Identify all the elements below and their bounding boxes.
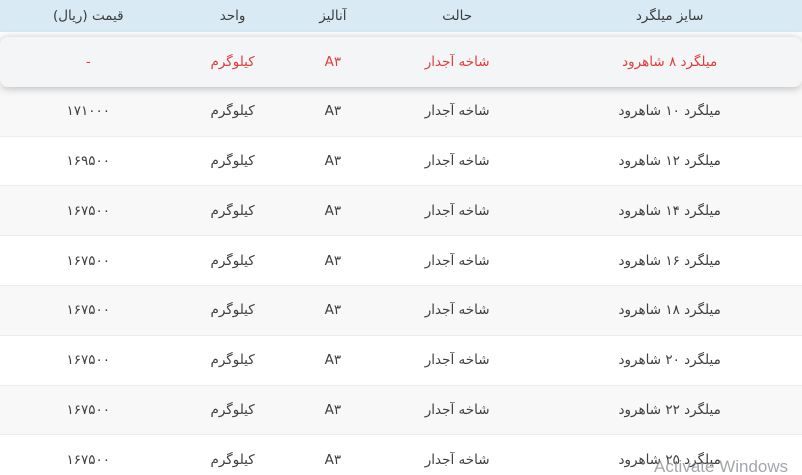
cell-state: شاخه آجدار — [424, 352, 490, 369]
cell-analysis: A۳ — [289, 253, 377, 269]
cell-unit: کیلوگرم — [210, 401, 255, 418]
cell-state: شاخه آجدار — [424, 302, 490, 319]
analysis-grade-label: A۳ — [324, 302, 342, 319]
table-row[interactable]: میلگرد ۱۲ شاهرود شاخه آجدار A۳ کیلوگرم ۱۶۹۵۰… — [0, 136, 802, 187]
cell-state: شاخه آجدار — [424, 103, 490, 120]
cell-state: شاخه آجدار — [424, 252, 490, 269]
cell-analysis: A۳ — [289, 54, 377, 70]
column-header-size: سایز میلگرد — [635, 8, 704, 24]
table-row[interactable]: میلگرد ۲۲ شاهرود شاخه آجدار A۳ کیلوگرم ۱۶۷۵۰… — [0, 385, 802, 436]
analysis-grade-label: A۳ — [324, 53, 342, 70]
table-row[interactable]: میلگرد ۱۴ شاهرود شاخه آجدار A۳ کیلوگرم ۱۶۷۵۰… — [0, 186, 802, 237]
table-header-row: سایز میلگرد حالت آنالیز واحد قیمت (ریال) — [0, 0, 802, 32]
cell-size: میلگرد ۱۰ شاهرود — [618, 103, 721, 120]
cell-size: میلگرد ۱۶ شاهرود — [618, 252, 721, 269]
cell-analysis: A۳ — [289, 302, 377, 318]
analysis-grade-label: A۳ — [324, 103, 342, 120]
cell-unit: کیلوگرم — [210, 252, 255, 269]
cell-state: شاخه آجدار — [424, 53, 490, 70]
table-row[interactable]: میلگرد ۱۰ شاهرود شاخه آجدار A۳ کیلوگرم ۱۷۱۰۰… — [0, 86, 802, 137]
cell-size: میلگرد ۱۴ شاهرود — [618, 202, 721, 219]
cell-analysis: A۳ — [289, 352, 377, 368]
analysis-grade-label: A۳ — [324, 202, 342, 219]
table-row[interactable]: میلگرد ۱۸ شاهرود شاخه آجدار A۳ کیلوگرم ۱۶۷۵۰… — [0, 285, 802, 336]
cell-state: شاخه آجدار — [424, 152, 490, 169]
cell-analysis: A۳ — [289, 203, 377, 219]
cell-size: میلگرد ۱۸ شاهرود — [618, 302, 721, 319]
cell-price: ۱۶۷۵۰۰ — [66, 252, 110, 269]
cell-unit: کیلوگرم — [210, 53, 255, 70]
column-header-analysis: آنالیز — [319, 8, 347, 24]
cell-price: ۱۷۱۰۰۰ — [66, 103, 110, 120]
cell-state: شاخه آجدار — [424, 202, 490, 219]
column-header-unit: واحد — [219, 8, 246, 24]
cell-size: میلگرد ۲۲ شاهرود — [618, 401, 721, 418]
table-body: میلگرد ۸ شاهرود شاخه آجدار A۳ کیلوگرم - میلگر… — [0, 37, 802, 475]
analysis-grade-label: A۳ — [324, 401, 342, 418]
cell-price: ۱۶۷۵۰۰ — [66, 352, 110, 369]
cell-unit: کیلوگرم — [210, 202, 255, 219]
cell-unit: کیلوگرم — [210, 103, 255, 120]
cell-price: ۱۶۷۵۰۰ — [66, 401, 110, 418]
table-row[interactable]: میلگرد ۸ شاهرود شاخه آجدار A۳ کیلوگرم - — [0, 37, 802, 87]
cell-size: میلگرد ۱۲ شاهرود — [618, 152, 721, 169]
table-row[interactable]: میلگرد ۲۵ شاهرود شاخه آجدار A۳ کیلوگرم ۱۶۷۵۰… — [0, 435, 802, 475]
cell-unit: کیلوگرم — [210, 352, 255, 369]
column-header-price: قیمت (ریال) — [52, 8, 124, 24]
table-row[interactable]: میلگرد ۲۰ شاهرود شاخه آجدار A۳ کیلوگرم ۱۶۷۵۰… — [0, 335, 802, 386]
analysis-grade-label: A۳ — [324, 252, 342, 269]
analysis-grade-label: A۳ — [324, 152, 342, 169]
cell-price: ۱۶۷۵۰۰ — [66, 202, 110, 219]
cell-unit: کیلوگرم — [210, 302, 255, 319]
cell-price: ۱۶۹۵۰۰ — [66, 152, 110, 169]
cell-analysis: A۳ — [289, 452, 377, 468]
column-header-state: حالت — [442, 8, 473, 24]
analysis-grade-label: A۳ — [324, 451, 342, 468]
cell-size: میلگرد ۲۰ شاهرود — [618, 352, 721, 369]
cell-price: - — [85, 53, 91, 70]
analysis-grade-label: A۳ — [324, 352, 342, 369]
cell-state: شاخه آجدار — [424, 401, 490, 418]
cell-price: ۱۶۷۵۰۰ — [66, 302, 110, 319]
cell-size: میلگرد ۲۵ شاهرود — [618, 451, 721, 468]
cell-analysis: A۳ — [289, 402, 377, 418]
cell-size: میلگرد ۸ شاهرود — [622, 53, 718, 70]
cell-unit: کیلوگرم — [210, 152, 255, 169]
cell-analysis: A۳ — [289, 153, 377, 169]
table-row[interactable]: میلگرد ۱۶ شاهرود شاخه آجدار A۳ کیلوگرم ۱۶۷۵۰… — [0, 236, 802, 286]
cell-analysis: A۳ — [289, 103, 377, 119]
cell-state: شاخه آجدار — [424, 451, 490, 468]
cell-unit: کیلوگرم — [210, 451, 255, 468]
cell-price: ۱۶۷۵۰۰ — [66, 451, 110, 468]
